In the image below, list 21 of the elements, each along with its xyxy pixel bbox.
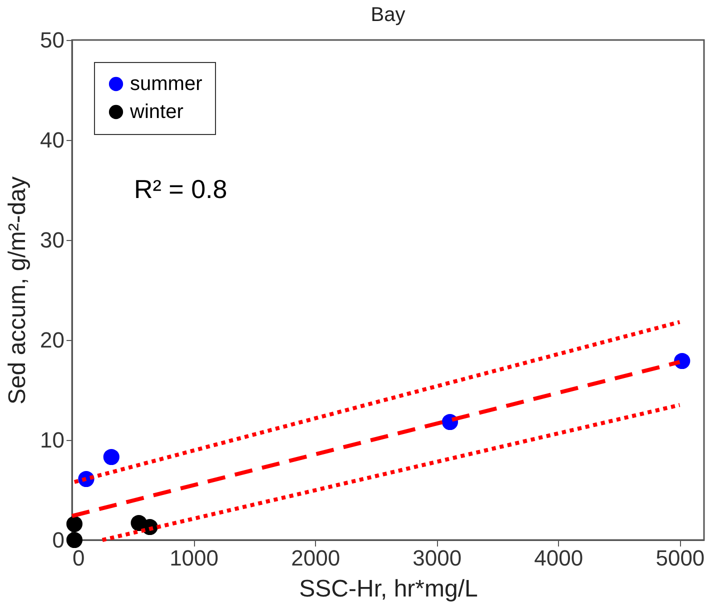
y-tick-label: 30 (40, 228, 64, 252)
legend-label: summer (130, 73, 203, 95)
point (103, 448, 120, 466)
x-axis-title: SSC-Hr, hr*mg/L (299, 576, 478, 602)
x-tick-label: 3000 (412, 546, 462, 570)
y-tick-label: 20 (40, 328, 64, 352)
point (66, 532, 82, 548)
y-tick-label: 40 (40, 128, 64, 152)
chart-title: Bay (370, 4, 406, 26)
y-tick-label: 50 (40, 28, 64, 52)
y-tick-label: 0 (52, 528, 64, 552)
x-tick-label: 2000 (291, 546, 340, 570)
x-tick-label: 1000 (170, 546, 219, 570)
annotation: R² = 0.8 (134, 174, 228, 204)
y-axis-title: Sed accum, g/m²-day (4, 176, 32, 405)
legend-label: winter (129, 101, 184, 123)
x-tick-label: 5000 (656, 546, 705, 570)
point (66, 516, 82, 532)
y-tick-label: 10 (40, 428, 64, 452)
x-tick-label: 4000 (534, 546, 584, 570)
x-tick-label: 0 (72, 546, 85, 570)
